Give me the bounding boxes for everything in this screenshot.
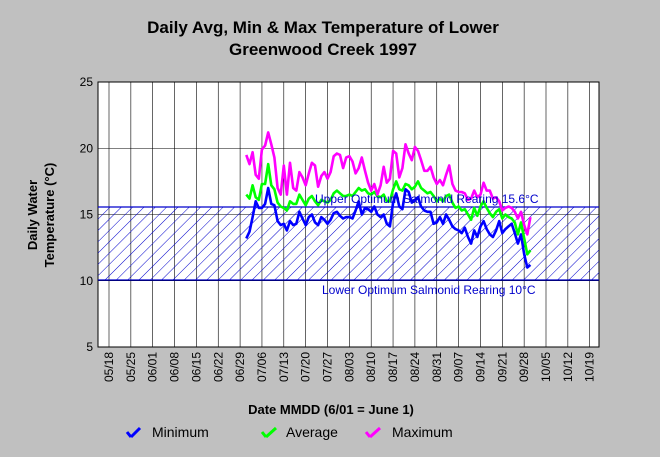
chart-title-line1: Daily Avg, Min & Max Temperature of Lowe… bbox=[147, 18, 499, 37]
y-ticks: 5 10 15 20 25 bbox=[80, 75, 94, 354]
x-tick-label: 09/07 bbox=[452, 352, 466, 382]
series-line-maximum bbox=[245, 131, 532, 236]
x-tick-label: 06/15 bbox=[189, 352, 203, 382]
legend-average-swatch bbox=[260, 426, 278, 439]
x-axis-title: Date MMDD (6/01 = June 1) bbox=[248, 402, 414, 417]
x-tick-label: 09/14 bbox=[473, 352, 487, 382]
x-tick-label: 08/10 bbox=[364, 352, 378, 382]
legend-average-label: Average bbox=[286, 424, 338, 440]
x-tick-label: 06/08 bbox=[168, 352, 182, 382]
x-tick-label: 06/01 bbox=[146, 352, 160, 382]
series-lines bbox=[245, 131, 532, 269]
x-tick-label: 05/25 bbox=[124, 352, 138, 382]
x-tick-label: 05/18 bbox=[102, 352, 116, 382]
x-tick-label: 07/20 bbox=[299, 352, 313, 382]
x-tick-label: 08/31 bbox=[430, 352, 444, 382]
x-tick-label: 06/22 bbox=[211, 352, 225, 382]
x-tick-label: 08/17 bbox=[386, 352, 400, 382]
upper-optimum-label: Upper Optimum Salmonid Rearing 15.6°C bbox=[315, 192, 539, 206]
x-tick-label: 10/19 bbox=[583, 352, 597, 382]
optimum-rearing-band bbox=[98, 207, 599, 280]
x-tick-label: 10/12 bbox=[561, 352, 575, 382]
y-tick-label: 20 bbox=[80, 141, 94, 155]
x-tick-label: 09/21 bbox=[495, 352, 509, 382]
legend-minimum-swatch bbox=[125, 426, 142, 439]
x-tick-label: 07/27 bbox=[321, 352, 335, 382]
y-axis-title-line1: Daily Water bbox=[25, 180, 40, 250]
x-tick-label: 07/06 bbox=[255, 352, 269, 382]
legend-maximum-swatch bbox=[364, 426, 382, 439]
x-tick-label: 08/24 bbox=[408, 352, 422, 382]
x-tick-label: 10/05 bbox=[539, 352, 553, 382]
y-tick-label: 25 bbox=[80, 75, 94, 89]
legend-maximum-label: Maximum bbox=[392, 424, 453, 440]
x-tick-label: 06/29 bbox=[233, 352, 247, 382]
series-line-average bbox=[245, 162, 532, 256]
series-line-minimum bbox=[245, 186, 532, 269]
y-axis-title-line2: Temperature (°C) bbox=[42, 163, 57, 268]
y-tick-label: 5 bbox=[86, 340, 93, 354]
y-tick-label: 15 bbox=[80, 208, 94, 222]
x-tick-label: 08/03 bbox=[342, 352, 356, 382]
legend-minimum-label: Minimum bbox=[152, 424, 209, 440]
x-tick-label: 09/28 bbox=[517, 352, 531, 382]
y-tick-label: 10 bbox=[80, 274, 94, 288]
x-ticks: 05/18 05/25 06/01 06/08 06/15 06/22 06/29 07/06… bbox=[102, 352, 597, 382]
chart-title-line2: Greenwood Creek 1997 bbox=[229, 40, 417, 59]
legend: Minimum Average Maximum bbox=[125, 424, 453, 440]
lower-optimum-label: Lower Optimum Salmonid Rearing 10°C bbox=[322, 283, 536, 297]
x-tick-label: 07/13 bbox=[277, 352, 291, 382]
